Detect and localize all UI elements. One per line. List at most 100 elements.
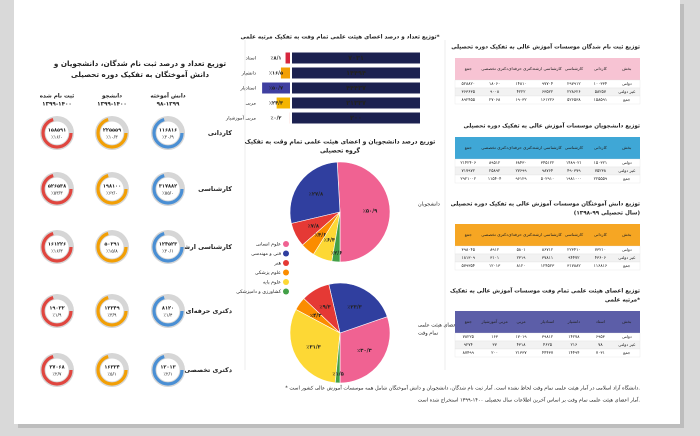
- column-header: ثبت نام شده: [40, 94, 75, 100]
- ring: [152, 117, 184, 149]
- table-header-cell: مربی: [516, 319, 525, 324]
- bar-track: [292, 112, 420, 124]
- pie-label: دانشجویان: [418, 202, 440, 208]
- table-cell: ۱۹۸۱۰۰۰: [566, 176, 582, 181]
- cell-percent: ٪۲/۱: [164, 372, 173, 378]
- pie-slice: [339, 316, 391, 384]
- legend-swatch: [283, 288, 289, 295]
- table-cell: ۱۸۰۶۰: [489, 81, 500, 86]
- panel-title: دانش آموختگان به تفکیک دوره تحصیلی: [71, 69, 209, 79]
- legend-swatch: [283, 241, 289, 247]
- slice-label: ٪۴/۳: [310, 313, 322, 319]
- table-cell: ۲۹۷۹۱۲: [567, 81, 581, 86]
- table-cell: ۱۰۰۳۳۴: [594, 81, 608, 86]
- legend-swatch: [283, 269, 289, 276]
- bar-value: ۲۱۳۳۷: [346, 99, 366, 107]
- ring-inner: [45, 177, 69, 201]
- table-cell: ۲۲۸۶۲۶: [567, 89, 581, 94]
- column-header: دانشجو: [101, 94, 122, 100]
- table-cell: ۱۹۰۳۲: [515, 97, 527, 102]
- table-title: توزیع ثبت نام شدگان موسسات آموزش عالی به…: [451, 43, 640, 51]
- table-cell: ۲۱۴۲۴۰۶: [460, 160, 476, 165]
- cell-value: ۵۰۲۹۱: [104, 242, 119, 248]
- bar-track: [292, 67, 420, 79]
- table-cell: ۵۲۸۸۲۰: [461, 81, 475, 86]
- table-cell: ۱۶۱۲۲۶: [541, 97, 555, 102]
- table-header-cell: کاردانی: [594, 66, 607, 71]
- cell-percent: ٪۲/۷: [53, 372, 62, 378]
- slice-label: ٪۲۳/۳: [347, 304, 362, 310]
- cell-percent: ٪۱۶/۳: [51, 249, 63, 255]
- legend-label: علوم پزشکی: [255, 270, 281, 276]
- table-cell: ۱۴۸۹۰۲۱: [566, 160, 582, 165]
- table-row: [454, 348, 641, 358]
- table-cell: ۵۲۶۵۳۸: [567, 97, 581, 102]
- ring-inner: [156, 358, 180, 382]
- pie-slice: [336, 161, 391, 263]
- table-cell: غیر دولتی: [618, 342, 636, 347]
- cell-value: ۱۶۱۲۲۶: [48, 242, 66, 248]
- table-header-cell: بخش: [622, 145, 631, 150]
- table-cell: ۲۹۲۱۰۰۲: [460, 176, 476, 181]
- bar-value: ۲۰۰: [350, 114, 362, 122]
- cell-value: ۵۲۶۵۳۸: [48, 184, 66, 190]
- table-cell: ۷۱۷۹۷۲: [461, 168, 475, 173]
- ring: [96, 231, 128, 263]
- percent-bar: [285, 52, 290, 64]
- table-cell: غیر دولتی: [618, 255, 636, 260]
- cell-percent: ٪۲۰/۹: [162, 135, 174, 141]
- category-label: استادیار: [239, 86, 256, 92]
- ring-inner: [156, 177, 180, 201]
- ring: [152, 231, 184, 263]
- table-header-cell: دکتری حرفه‌ای: [508, 66, 534, 71]
- table-cell: ۷۰۳۱: [596, 350, 605, 355]
- cell-value: ۳۱۷۸۸۲: [159, 184, 177, 190]
- table-header-cell: کارشناسی: [565, 232, 583, 237]
- slice-label: ٪۶/۳: [324, 238, 336, 244]
- pie-slice: [334, 332, 341, 384]
- ring: [41, 173, 73, 205]
- table-cell: ۸۶۷۱۲: [542, 247, 554, 252]
- panel-title: توزیع تعداد و درصد ثبت نام شدگان، دانشجو…: [53, 59, 226, 68]
- category-label: دانشیار: [241, 71, 256, 77]
- legend-swatch: [283, 250, 289, 257]
- percent-label: ٪۰/۲: [271, 116, 282, 122]
- slice-label: ٪۳۱/۳: [306, 345, 321, 351]
- table-cell: دولتی: [622, 334, 632, 339]
- bar-value: ۴۴۴۳۷: [346, 84, 366, 92]
- ring: [96, 173, 128, 205]
- table-cell: ۳۶۳۶۳۵: [461, 89, 475, 94]
- ring: [96, 295, 128, 327]
- table-cell: ۶۹۵۳: [596, 334, 606, 339]
- table-cell: ۱۴۴۹۴: [568, 350, 579, 355]
- table-cell: ۲۳۱۹: [517, 255, 527, 260]
- percent-label: ٪۲۴/۳: [269, 101, 283, 107]
- row-label: دکتری حرفه‌ای: [186, 307, 233, 315]
- percent-label: ٪۵۰/۷: [269, 86, 283, 92]
- cell-percent: ٪۳/۹: [108, 313, 117, 319]
- slice-label: ٪۷/۸: [308, 223, 320, 229]
- table-cell: ۵۸۲۵۷: [595, 89, 607, 94]
- table-header-cell: دکتری تخصصی: [481, 145, 508, 150]
- table-cell: دولتی: [622, 247, 632, 252]
- table-cell: ۳۴۵۱۲۲: [541, 160, 555, 165]
- cell-value: ۱۱۶۸۱۶: [159, 128, 177, 134]
- legend-label: علوم پایه: [263, 280, 281, 286]
- table-cell: جمع: [623, 350, 631, 355]
- table-cell: ۱۴۸۱۰: [515, 81, 526, 86]
- ring-inner: [100, 177, 124, 201]
- table-title: توزیع دانشجویان موسسات آموزش عالی به تفک…: [464, 122, 640, 130]
- table-cell: ۲۲۵۵۵۹: [594, 176, 608, 181]
- cell-percent: ٪۱۶/۰: [51, 135, 62, 141]
- percent-label: ٪۱۶/۵: [269, 71, 283, 77]
- table-cell: ۴۶۲۵: [543, 342, 553, 347]
- table-row: [454, 261, 641, 271]
- bar-value: ۷۰۳۱: [348, 54, 364, 62]
- pie-slice: [328, 282, 388, 334]
- table-cell: ۸۹۱۲: [490, 247, 500, 252]
- ring: [41, 354, 73, 386]
- table-header-cell: جمع: [465, 145, 473, 150]
- table-cell: جمع: [623, 97, 631, 102]
